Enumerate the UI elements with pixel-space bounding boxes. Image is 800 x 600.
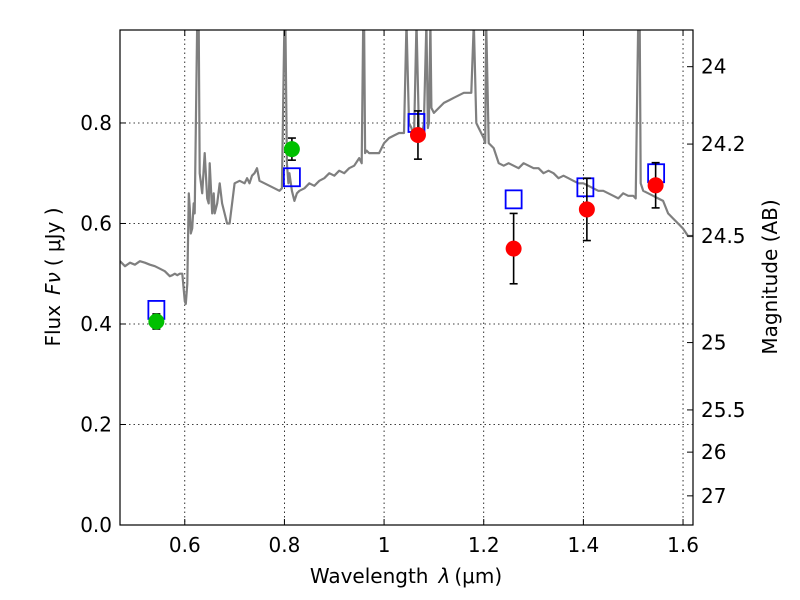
- observed-point: [283, 141, 300, 158]
- model-square: [282, 167, 301, 188]
- mag-tick-label: 25.5: [701, 398, 746, 422]
- model-square: [504, 189, 523, 210]
- x-tick-label: 1.2: [468, 533, 500, 557]
- x-tick-label: 0.8: [269, 533, 301, 557]
- y-tick-label: 0.0: [80, 513, 112, 537]
- x-tick-label: 1: [378, 533, 391, 557]
- spectrum-line: [120, 30, 693, 305]
- y2-axis-label: Magnitude (AB): [758, 199, 782, 354]
- mag-tick-label: 24.5: [701, 224, 746, 248]
- y-tick-label: 0.8: [80, 111, 112, 135]
- observed-point: [148, 313, 165, 330]
- observed-point: [647, 177, 664, 194]
- y-axis-label: FluxFν( μJy ): [41, 207, 65, 346]
- x-tick-label: 1.4: [567, 533, 599, 557]
- observed-point: [409, 127, 426, 144]
- x-tick-label: 1.6: [667, 533, 699, 557]
- mag-tick-label: 24.2: [701, 132, 746, 156]
- axis-ticks: 0.6 0.8 1 1.2 1.4 1.6 0.0 0.2 0.4 0.6 0.8 24 24.2 24.…: [80, 30, 746, 557]
- y-tick-label: 0.4: [80, 312, 112, 336]
- x-tick-label: 0.6: [169, 533, 201, 557]
- observed-point: [578, 201, 595, 218]
- data-points: [147, 110, 666, 330]
- mag-tick-label: 27: [701, 484, 726, 508]
- mag-tick-label: 25: [701, 331, 726, 355]
- grid: [120, 30, 693, 525]
- plot-frame: [119, 29, 694, 526]
- observed-point: [505, 240, 522, 257]
- plot-area: [120, 30, 693, 305]
- mag-tick-label: 26: [701, 440, 726, 464]
- y-tick-label: 0.6: [80, 211, 112, 235]
- mag-tick-label: 24: [701, 55, 726, 79]
- x-axis-label: Wavelength λ (μm): [310, 564, 502, 588]
- y-tick-label: 0.2: [80, 412, 112, 436]
